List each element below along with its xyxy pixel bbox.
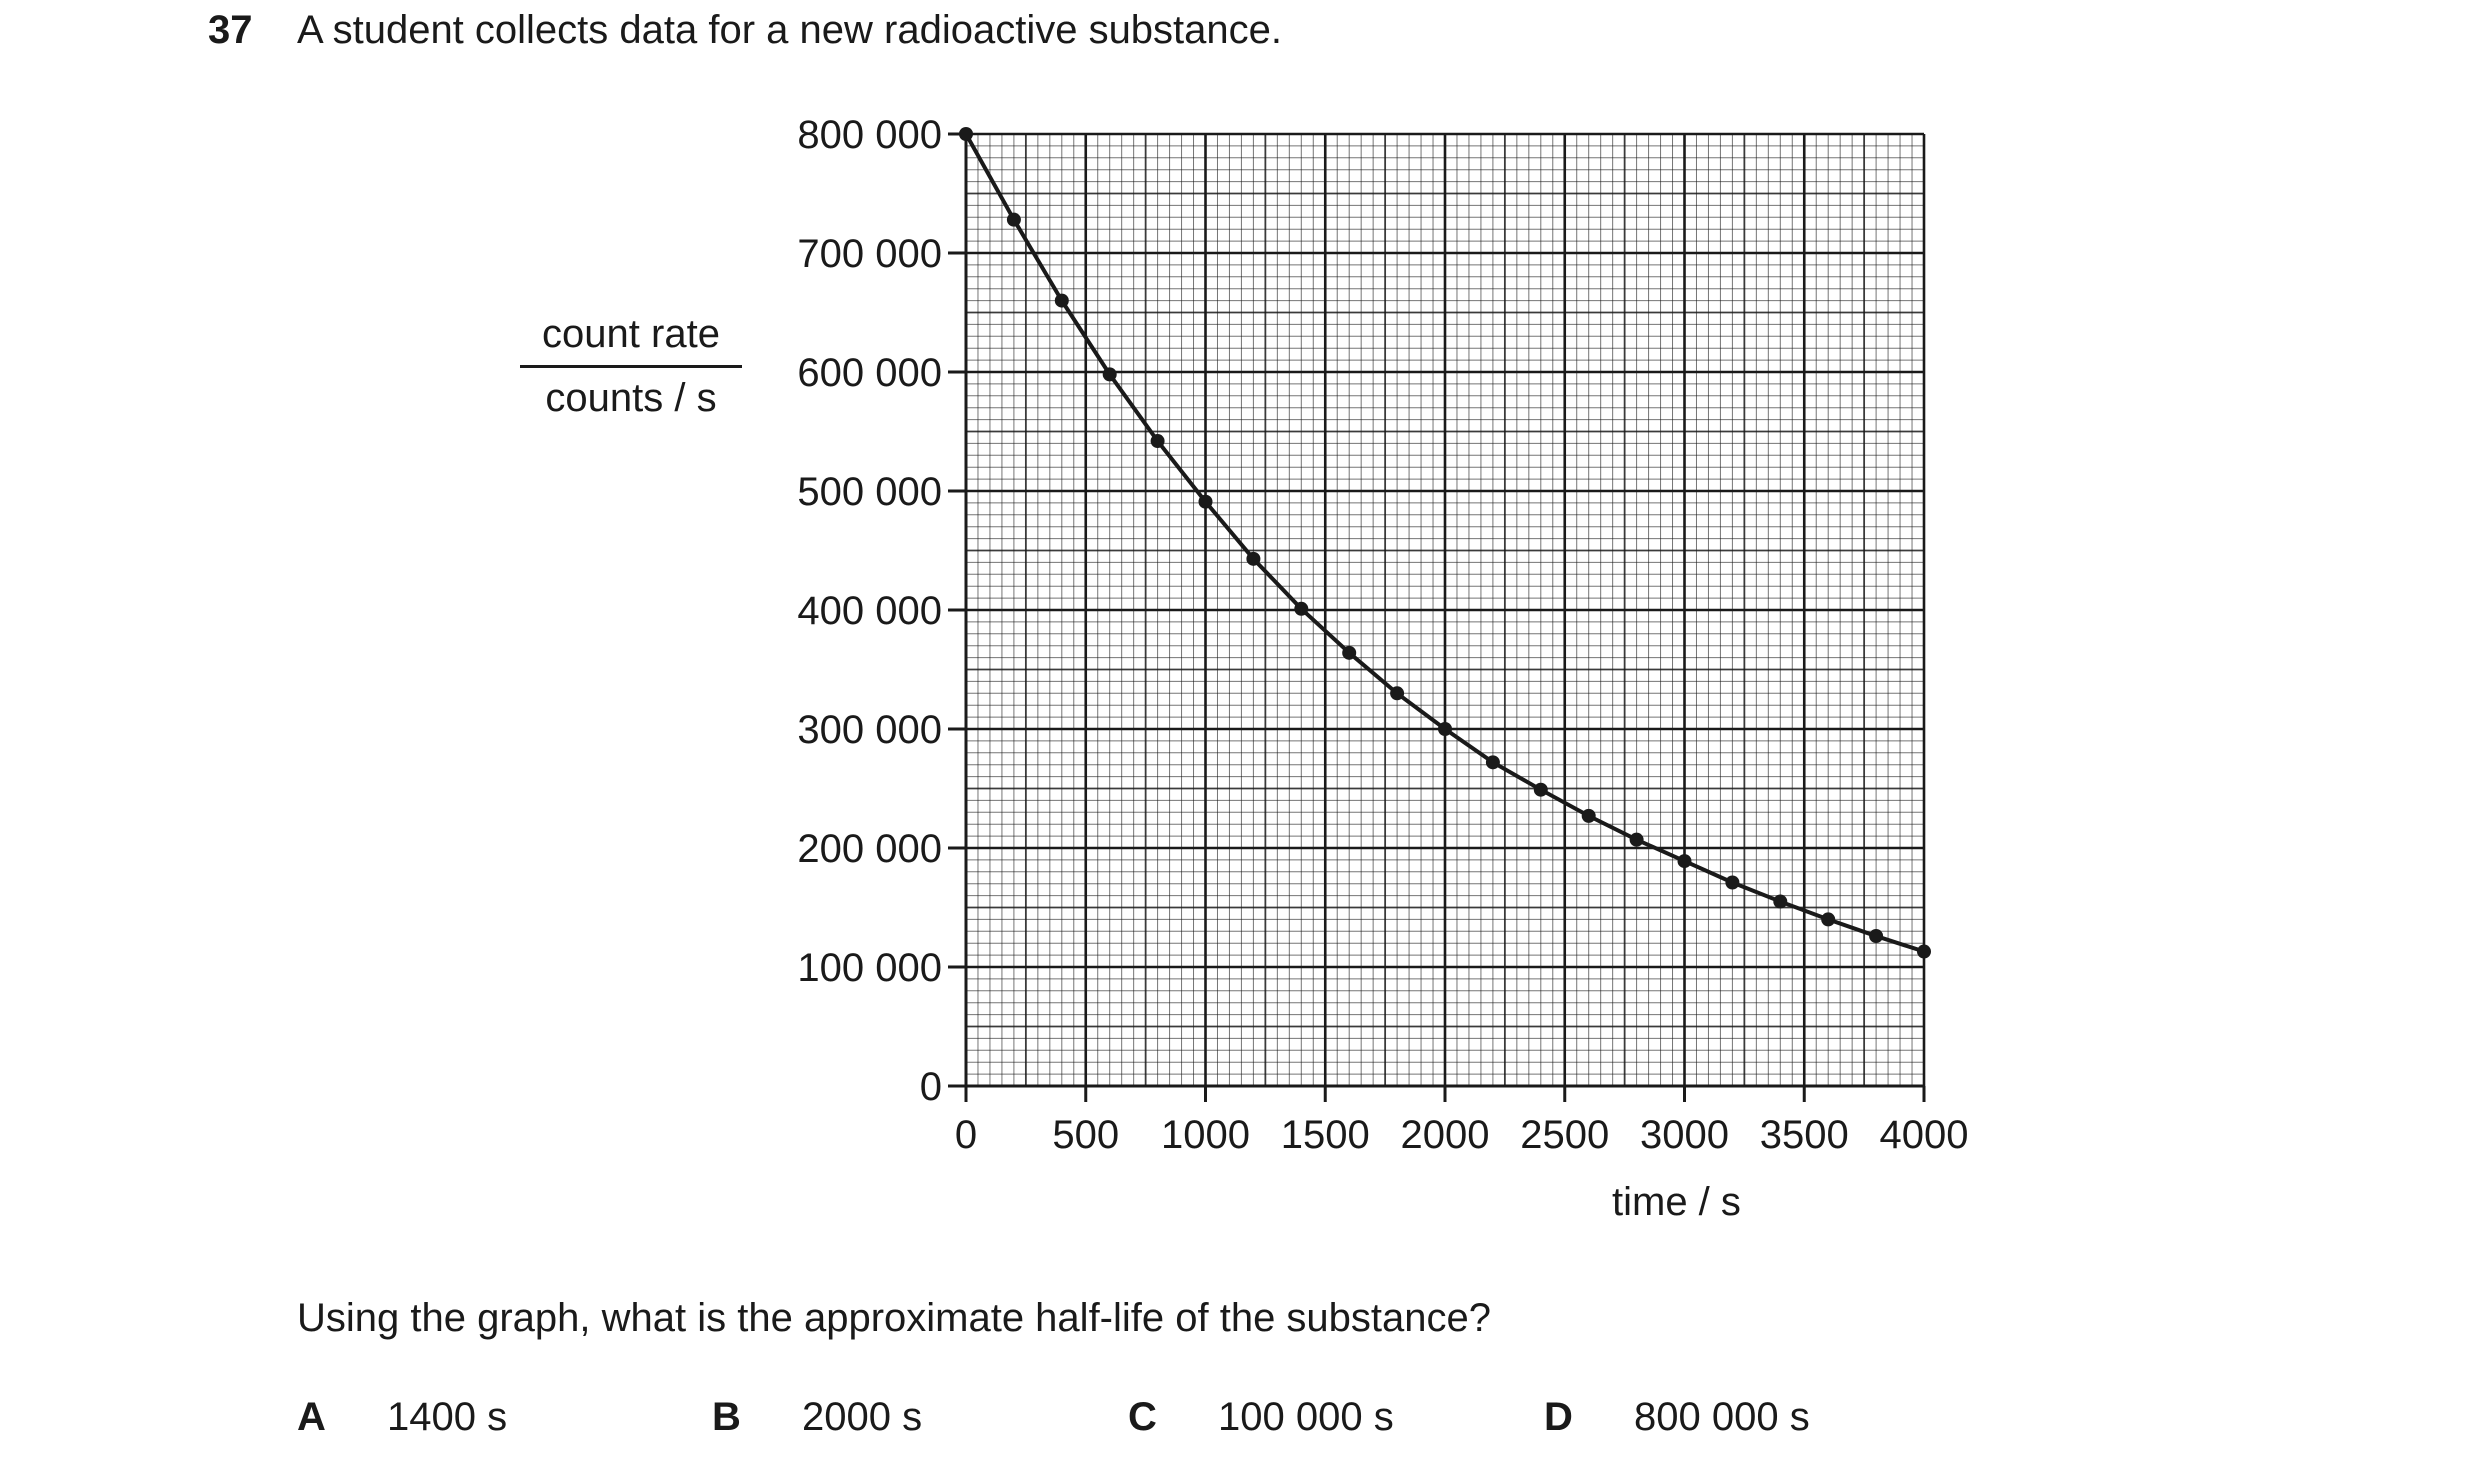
y-tick-label: 300 000 [797, 708, 942, 752]
option-b-letter: B [712, 1395, 741, 1439]
data-point [1725, 875, 1740, 890]
data-point [1006, 212, 1021, 227]
x-tick-label: 500 [1052, 1113, 1119, 1157]
y-tick-label: 800 000 [797, 113, 942, 157]
data-point [1677, 854, 1692, 869]
option-a-value: 1400 s [387, 1395, 508, 1439]
option-b[interactable]: B 2000 s [712, 1395, 922, 1440]
y-tick-label: 700 000 [797, 232, 942, 276]
option-c-letter: C [1128, 1395, 1157, 1439]
option-a-letter: A [297, 1395, 326, 1439]
data-point [1917, 944, 1931, 959]
x-tick-label: 1000 [1161, 1113, 1250, 1157]
data-point [1438, 722, 1452, 736]
data-point [1102, 367, 1117, 382]
y-axis-label: count rate counts / s [520, 312, 742, 421]
data-point [959, 127, 973, 141]
data-point [1821, 912, 1836, 927]
y-tick-label: 100 000 [797, 946, 942, 990]
data-point [1390, 686, 1405, 701]
y-axis-label-bottom: counts / s [545, 376, 717, 420]
y-axis-label-top: count rate [520, 312, 742, 368]
data-point [1533, 782, 1548, 797]
x-tick-label: 2500 [1520, 1113, 1609, 1157]
x-axis-label: time / s [1612, 1180, 1741, 1224]
data-point [1485, 755, 1500, 770]
x-tick-label: 2000 [1401, 1113, 1490, 1157]
data-point [1773, 894, 1788, 909]
data-point [1150, 434, 1165, 449]
option-a[interactable]: A 1400 s [297, 1395, 507, 1440]
x-tick-label: 4000 [1880, 1113, 1969, 1157]
data-point [1342, 645, 1357, 660]
data-point [1294, 601, 1309, 616]
x-tick-label: 0 [955, 1113, 977, 1157]
data-point [1246, 551, 1261, 566]
question-text: A student collects data for a new radioa… [297, 8, 1283, 52]
data-point [1869, 929, 1884, 944]
option-d-letter: D [1544, 1395, 1573, 1439]
option-b-value: 2000 s [802, 1395, 923, 1439]
y-tick-label: 600 000 [797, 351, 942, 395]
y-tick-label: 200 000 [797, 827, 942, 871]
data-point [1629, 832, 1644, 847]
y-tick-label: 500 000 [797, 470, 942, 514]
y-tick-label: 400 000 [797, 589, 942, 633]
option-c-value: 100 000 s [1218, 1395, 1394, 1439]
option-d[interactable]: D 800 000 s [1544, 1395, 1810, 1440]
option-d-value: 800 000 s [1634, 1395, 1810, 1439]
question-prompt: Using the graph, what is the approximate… [297, 1296, 1492, 1340]
x-tick-label: 1500 [1281, 1113, 1370, 1157]
x-tick-label: 3000 [1640, 1113, 1729, 1157]
data-point [1581, 808, 1596, 823]
question-number: 37 [208, 8, 253, 52]
y-tick-label: 0 [920, 1065, 942, 1109]
data-point [1198, 494, 1213, 509]
data-point [1054, 293, 1069, 308]
option-c[interactable]: C 100 000 s [1128, 1395, 1394, 1440]
x-tick-label: 3500 [1760, 1113, 1849, 1157]
